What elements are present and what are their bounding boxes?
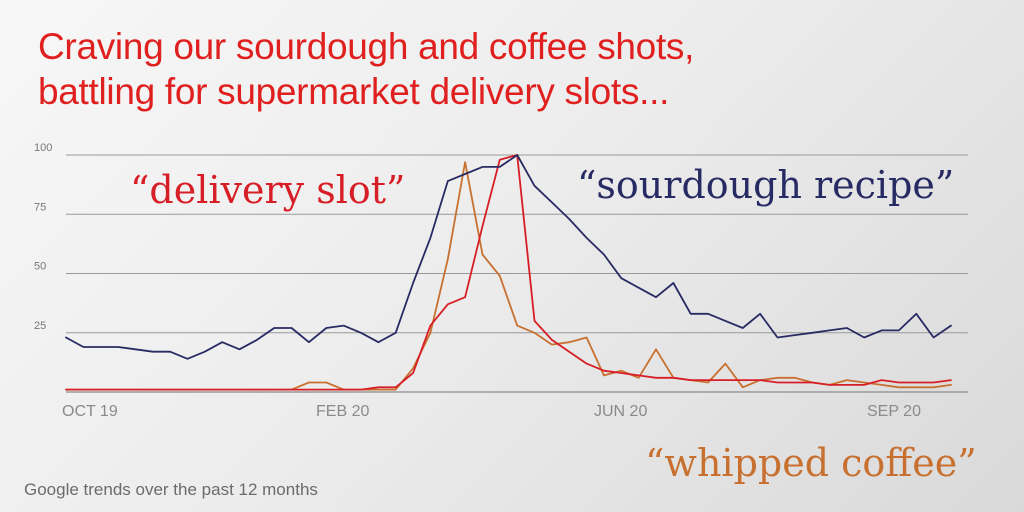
chart-title: Craving our sourdough and coffee shots, … bbox=[38, 24, 938, 114]
y-tick-label: 100 bbox=[34, 142, 52, 154]
y-tick-label: 75 bbox=[34, 201, 46, 213]
y-tick-label: 25 bbox=[34, 320, 46, 332]
series-layer bbox=[65, 154, 952, 391]
x-tick-label: OCT 19 bbox=[62, 403, 118, 420]
series-line-1 bbox=[65, 154, 952, 391]
x-tick-label: FEB 20 bbox=[316, 403, 369, 420]
chart-title-line-1: Craving our sourdough and coffee shots, bbox=[38, 26, 695, 67]
series-label: “whipped coffee” bbox=[645, 441, 977, 485]
footer-note: Google trends over the past 12 months bbox=[24, 480, 318, 499]
series-label: “sourdough recipe” bbox=[577, 163, 954, 207]
tick-layer: 100 75 50 25 OCT 19 FEB 20 JUN 20 SEP 20 bbox=[34, 142, 921, 420]
series-label: “delivery slot” bbox=[130, 168, 405, 212]
chart-title-line-2: battling for supermarket delivery slots.… bbox=[38, 71, 670, 112]
y-tick-label: 50 bbox=[34, 261, 46, 273]
series-label-layer: “sourdough recipe” “delivery slot” “whippe… bbox=[130, 163, 977, 485]
series-line-0 bbox=[65, 154, 952, 360]
x-tick-label: SEP 20 bbox=[867, 403, 921, 420]
x-tick-label: JUN 20 bbox=[594, 403, 647, 420]
